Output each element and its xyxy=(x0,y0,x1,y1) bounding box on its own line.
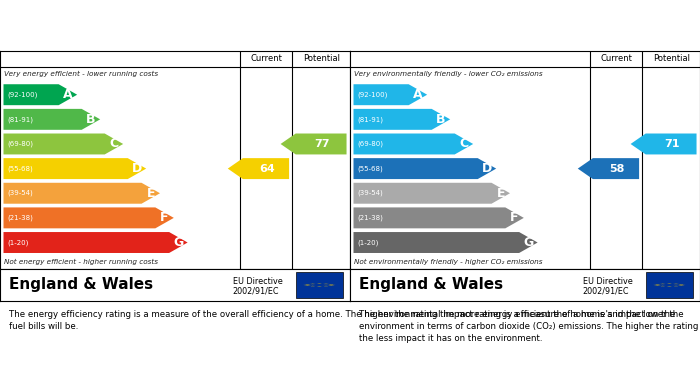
Text: (21-38): (21-38) xyxy=(8,215,34,221)
Text: 2002/91/EC: 2002/91/EC xyxy=(232,287,279,296)
Polygon shape xyxy=(281,133,346,154)
Polygon shape xyxy=(309,283,316,284)
Text: EU Directive: EU Directive xyxy=(232,277,283,286)
Polygon shape xyxy=(678,284,684,285)
Text: England & Wales: England & Wales xyxy=(358,278,503,292)
Polygon shape xyxy=(354,109,450,130)
Text: D: D xyxy=(482,162,492,175)
Text: (39-54): (39-54) xyxy=(358,190,384,197)
Text: Potential: Potential xyxy=(652,54,690,63)
Polygon shape xyxy=(578,158,639,179)
Polygon shape xyxy=(304,285,311,286)
Bar xyxy=(645,272,693,298)
Text: (1-20): (1-20) xyxy=(358,239,379,246)
Text: Very environmentally friendly - lower CO₂ emissions: Very environmentally friendly - lower CO… xyxy=(354,71,542,77)
Polygon shape xyxy=(328,284,334,285)
Polygon shape xyxy=(354,133,473,154)
Text: C: C xyxy=(459,138,468,151)
Polygon shape xyxy=(354,158,496,179)
Text: E: E xyxy=(496,187,505,200)
Polygon shape xyxy=(666,286,673,287)
Polygon shape xyxy=(654,285,661,286)
Polygon shape xyxy=(316,286,323,287)
Text: Not energy efficient - higher running costs: Not energy efficient - higher running co… xyxy=(4,259,158,265)
Polygon shape xyxy=(4,133,123,154)
Text: Environmental Impact (CO₂) Rating: Environmental Impact (CO₂) Rating xyxy=(358,32,591,45)
Text: Not environmentally friendly - higher CO₂ emissions: Not environmentally friendly - higher CO… xyxy=(354,259,542,265)
Text: 58: 58 xyxy=(610,163,625,174)
Text: (81-91): (81-91) xyxy=(8,116,34,123)
Text: England & Wales: England & Wales xyxy=(8,278,153,292)
Polygon shape xyxy=(654,284,661,285)
Text: (1-20): (1-20) xyxy=(8,239,29,246)
Polygon shape xyxy=(4,232,188,253)
Bar xyxy=(295,272,343,298)
Text: Energy Efficiency Rating: Energy Efficiency Rating xyxy=(8,32,172,45)
Polygon shape xyxy=(4,207,174,228)
Text: (21-38): (21-38) xyxy=(358,215,384,221)
Text: (81-91): (81-91) xyxy=(358,116,384,123)
Text: B: B xyxy=(86,113,96,126)
Polygon shape xyxy=(228,158,289,179)
Text: G: G xyxy=(174,236,183,249)
Text: Very energy efficient - lower running costs: Very energy efficient - lower running co… xyxy=(4,71,158,77)
Text: EU Directive: EU Directive xyxy=(582,277,633,286)
Text: The energy efficiency rating is a measure of the overall efficiency of a home. T: The energy efficiency rating is a measur… xyxy=(8,310,683,331)
Polygon shape xyxy=(323,283,329,284)
Polygon shape xyxy=(4,183,160,204)
Polygon shape xyxy=(631,133,696,154)
Text: C: C xyxy=(109,138,118,151)
Polygon shape xyxy=(673,283,679,284)
Text: F: F xyxy=(160,212,169,224)
Text: Current: Current xyxy=(600,54,632,63)
Text: A: A xyxy=(63,88,73,101)
Text: Current: Current xyxy=(250,54,282,63)
Text: G: G xyxy=(524,236,533,249)
Text: 77: 77 xyxy=(314,139,330,149)
Text: 2002/91/EC: 2002/91/EC xyxy=(582,287,629,296)
Polygon shape xyxy=(328,285,334,286)
Text: F: F xyxy=(510,212,519,224)
Text: (55-68): (55-68) xyxy=(8,165,34,172)
Text: The environmental impact rating is a measure of a home's impact on the environme: The environmental impact rating is a mea… xyxy=(358,310,698,343)
Text: (92-100): (92-100) xyxy=(358,91,388,98)
Polygon shape xyxy=(304,284,311,285)
Text: A: A xyxy=(413,88,423,101)
Text: (55-68): (55-68) xyxy=(358,165,384,172)
Text: (39-54): (39-54) xyxy=(8,190,34,197)
Text: (69-80): (69-80) xyxy=(358,141,384,147)
Text: (69-80): (69-80) xyxy=(8,141,34,147)
Polygon shape xyxy=(666,283,673,284)
Polygon shape xyxy=(678,285,684,286)
Polygon shape xyxy=(4,109,100,130)
Polygon shape xyxy=(4,84,77,105)
Polygon shape xyxy=(354,183,510,204)
Polygon shape xyxy=(354,84,427,105)
Polygon shape xyxy=(316,283,323,284)
Text: D: D xyxy=(132,162,142,175)
Text: 71: 71 xyxy=(664,139,680,149)
Polygon shape xyxy=(4,158,146,179)
Text: B: B xyxy=(436,113,446,126)
Polygon shape xyxy=(659,283,666,284)
Polygon shape xyxy=(354,232,538,253)
Polygon shape xyxy=(354,207,524,228)
Text: (92-100): (92-100) xyxy=(8,91,38,98)
Text: E: E xyxy=(146,187,155,200)
Text: Potential: Potential xyxy=(302,54,340,63)
Text: 64: 64 xyxy=(259,163,275,174)
